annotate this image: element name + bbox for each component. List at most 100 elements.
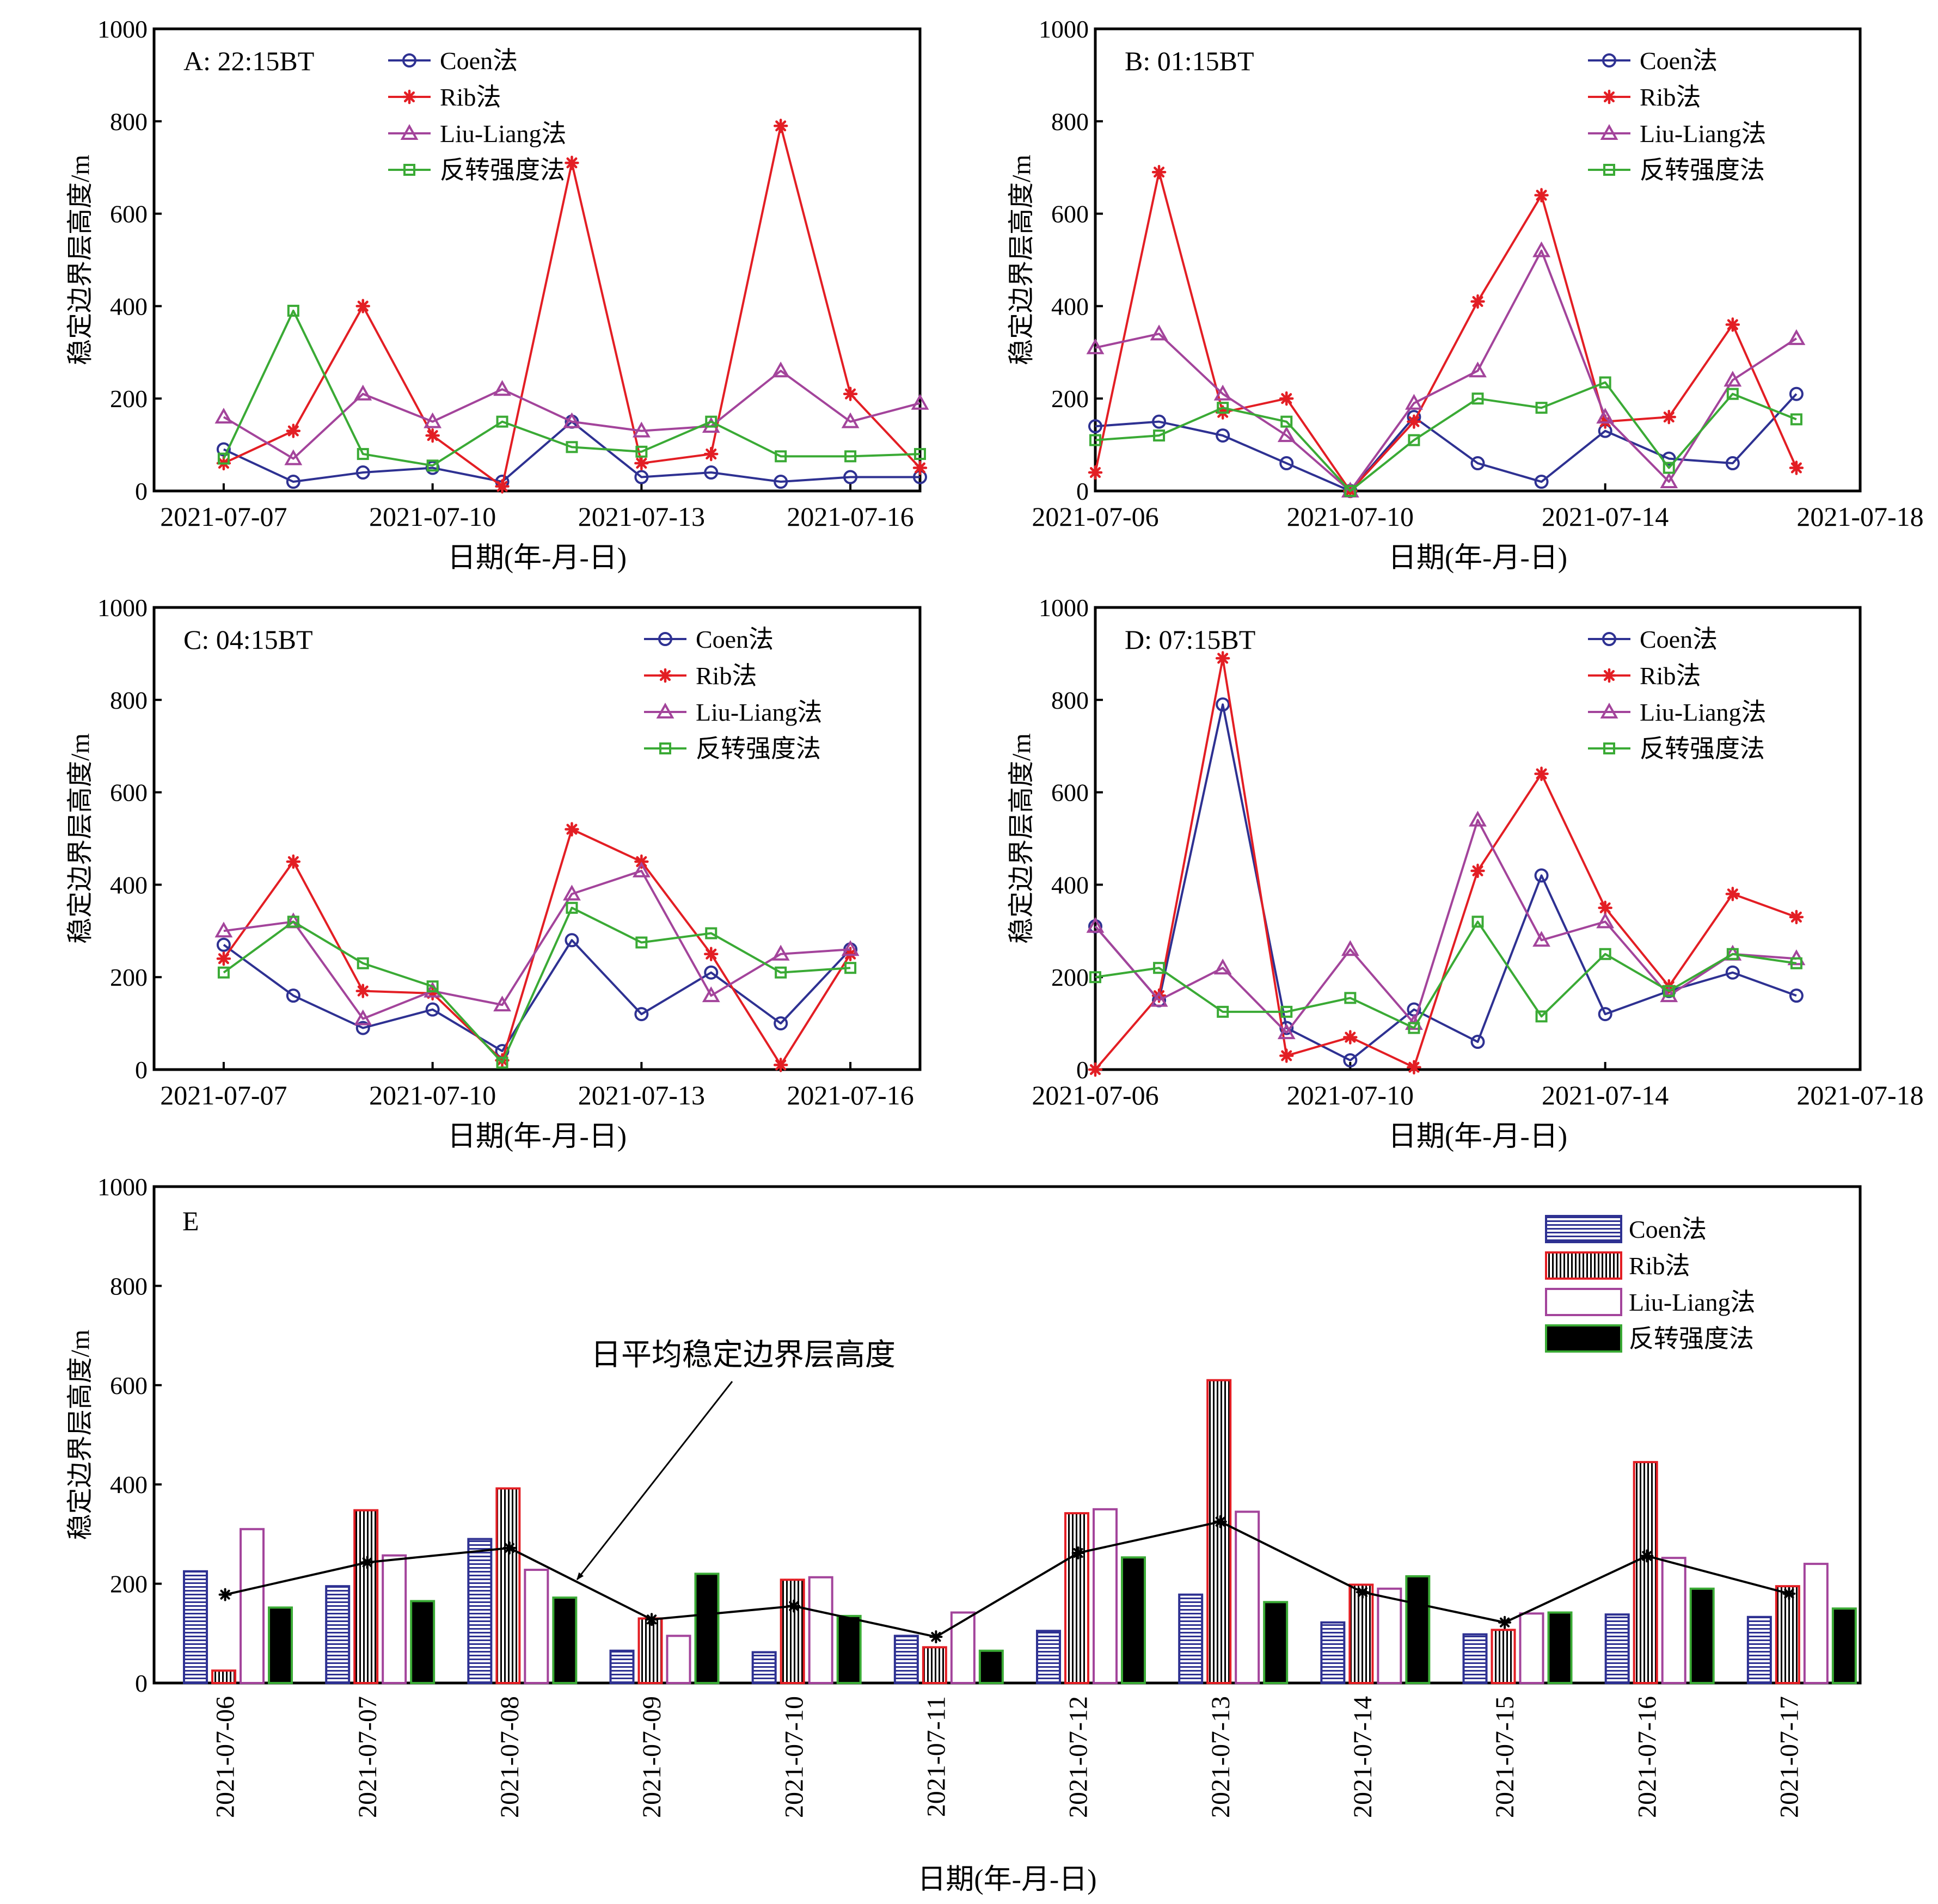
legend-marker [402, 53, 416, 67]
series-rib [216, 119, 928, 494]
data-point [1088, 419, 1102, 434]
data-point [1660, 986, 1678, 1003]
mean-polyline [225, 1520, 1789, 1638]
x-tick-label: 2021-07-07 [160, 1080, 287, 1110]
bar [1405, 1575, 1431, 1684]
x-tick-label: 2021-07-15 [1491, 1696, 1519, 1818]
x-tick-label: 2021-07-07 [353, 1696, 382, 1818]
legend-marker [1602, 632, 1616, 646]
data-point [1534, 475, 1549, 489]
legend-item: Coen法 [1588, 47, 1718, 75]
data-point [1598, 900, 1612, 916]
data-point [565, 155, 579, 170]
legend-label: 反转强度法 [696, 735, 821, 763]
legend-item: Rib法 [388, 83, 501, 111]
data-point [355, 1021, 370, 1035]
data-point [632, 421, 651, 438]
data-point [841, 940, 860, 956]
data-point [355, 465, 370, 480]
data-point [634, 456, 649, 471]
bar [1121, 1556, 1146, 1684]
data-point [217, 452, 230, 465]
data-point [1470, 863, 1485, 879]
y-axis-label: 稳定边界层高度/m [66, 1330, 95, 1540]
mean-point [1071, 1546, 1085, 1560]
data-point [1725, 965, 1740, 980]
data-point [1213, 384, 1232, 401]
mean-point [645, 1613, 659, 1626]
data-point [1279, 391, 1294, 406]
y-tick-label: 600 [1051, 200, 1089, 228]
data-point [563, 412, 581, 428]
bar [694, 1573, 720, 1685]
bar [524, 1569, 549, 1684]
series-liu [240, 1508, 1829, 1685]
data-point [286, 475, 300, 489]
data-point [1089, 434, 1101, 446]
series-liu [1086, 241, 1806, 498]
data-point [216, 937, 231, 952]
data-point [1787, 329, 1806, 345]
y-axis-label: 稳定边界层高度/m [66, 733, 95, 944]
x-tick-label: 2021-07-16 [1633, 1696, 1661, 1818]
panel-e: 0 200 400 600 800 1000 稳定边界层高度/m 2021-07-06 2021… [66, 1173, 1862, 1895]
bar [1491, 1629, 1516, 1685]
bar [637, 1617, 663, 1684]
bar [1093, 1508, 1118, 1685]
mean-point [787, 1599, 801, 1613]
data-point [355, 984, 370, 998]
x-axis-label: 日期(年-月-日) [917, 1864, 1096, 1895]
bar [1547, 1611, 1573, 1685]
data-point [1725, 317, 1740, 332]
x-tick-label: 2021-07-11 [922, 1696, 950, 1817]
data-point [841, 412, 860, 428]
legend-label: 反转强度法 [440, 156, 565, 184]
data-point [843, 386, 858, 401]
legend-item: Rib法 [644, 662, 757, 690]
y-tick-label: 1000 [97, 594, 148, 622]
legend-label: Rib法 [696, 662, 757, 690]
x-tick-label: 2021-07-14 [1348, 1696, 1377, 1818]
panel-label: B: 01:15BT [1125, 46, 1254, 76]
x-axis-label: 日期(年-月-日) [447, 1121, 627, 1152]
bar [1263, 1601, 1289, 1684]
legend-marker [658, 632, 672, 646]
y-tick-label: 400 [110, 871, 148, 899]
data-point [1279, 456, 1294, 471]
series-line [1094, 819, 1797, 1034]
data-point [287, 304, 299, 317]
legend-item: Liu-Liang法 [1588, 120, 1767, 148]
data-point [284, 449, 303, 465]
x-tick-label: 2021-07-18 [1796, 1080, 1923, 1110]
series-line [1095, 249, 1798, 492]
data-point [844, 450, 857, 463]
data-point [1724, 371, 1742, 387]
x-tick-label: 2021-07-14 [1542, 1080, 1669, 1110]
panel-label: A: 22:15BT [183, 46, 314, 76]
data-point [1344, 992, 1357, 1004]
legend-marker [658, 668, 673, 683]
bar [1235, 1510, 1260, 1685]
y-tick-label: 0 [135, 1056, 148, 1084]
series-rib [216, 822, 858, 1072]
data-point [425, 1002, 440, 1017]
data-point [1469, 810, 1487, 827]
data-point [357, 448, 369, 460]
x-tick-label: 2021-07-06 [1032, 501, 1158, 532]
data-point [1086, 917, 1105, 933]
y-tick-label: 0 [1076, 1056, 1089, 1084]
legend-label: Liu-Liang法 [1640, 698, 1767, 726]
y-tick-label: 1000 [1039, 594, 1089, 622]
data-point [1344, 485, 1357, 497]
legend-label: Rib法 [440, 83, 501, 111]
legend-label: Coen法 [696, 625, 774, 653]
bar [240, 1528, 265, 1685]
data-point [705, 415, 717, 428]
y-tick-label: 200 [1051, 963, 1089, 991]
bar [666, 1635, 691, 1685]
plot-frame [152, 27, 922, 493]
bar [836, 1614, 862, 1684]
x-tick-label: 2021-07-07 [160, 501, 287, 532]
bar [922, 1646, 947, 1684]
bar [467, 1538, 493, 1685]
